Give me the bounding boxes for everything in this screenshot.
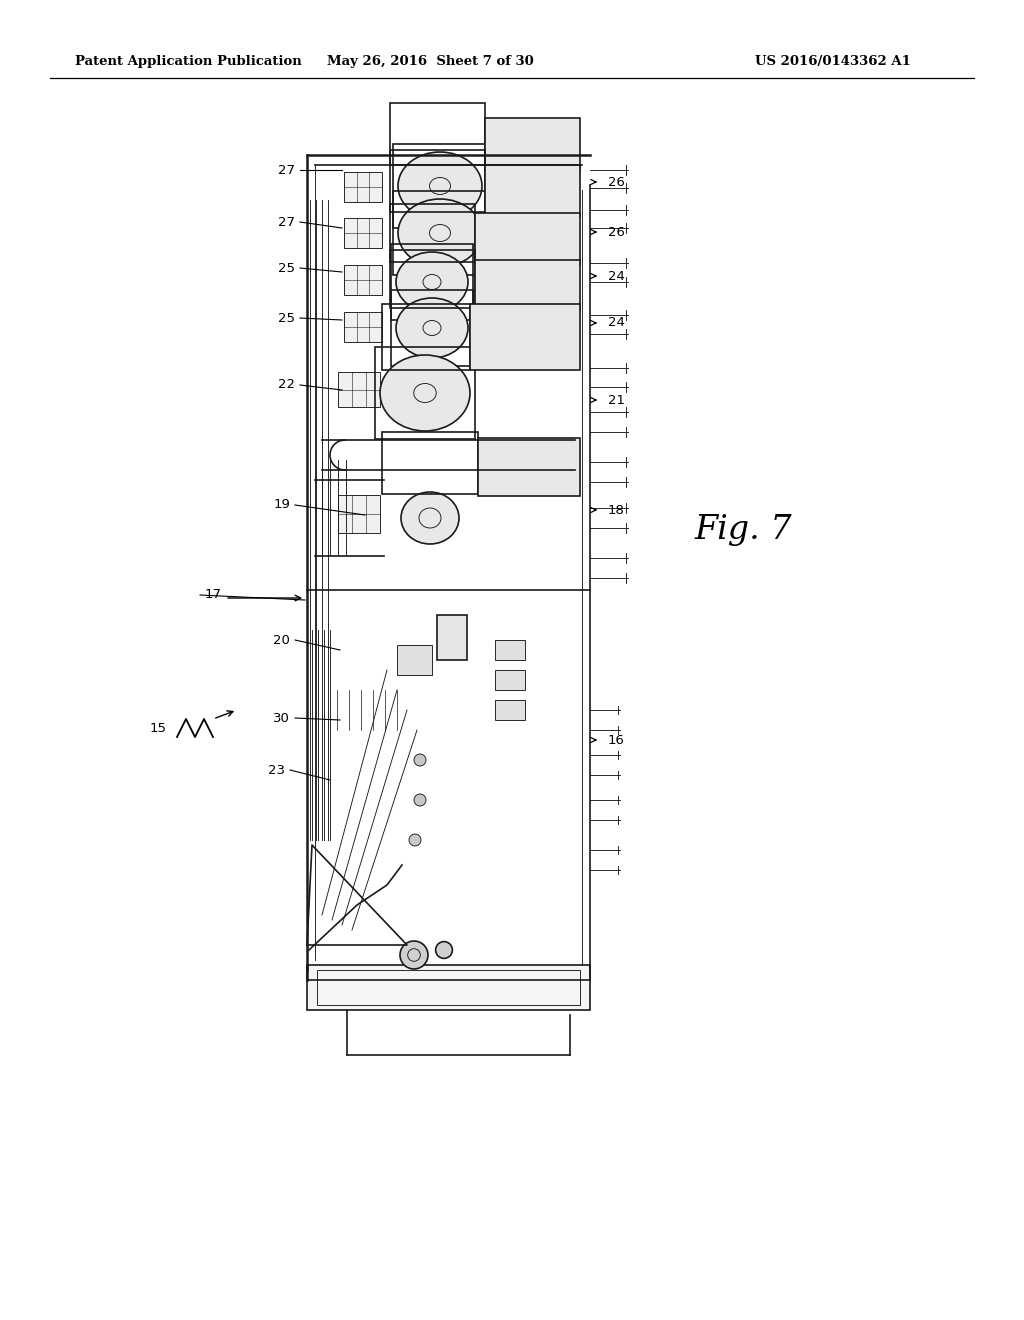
Bar [390,150,485,213]
Bar [437,615,467,660]
Bar [393,144,487,228]
Text: 18: 18 [608,503,625,516]
Ellipse shape [380,355,470,432]
Text: 27: 27 [278,164,295,177]
Bar [495,671,525,690]
Circle shape [409,834,421,846]
Bar [317,970,580,1005]
Bar [344,172,382,202]
Circle shape [400,941,428,969]
Text: 22: 22 [278,379,295,392]
Text: 24: 24 [608,317,625,330]
Bar [495,640,525,660]
Bar [470,304,580,370]
Text: Fig. 7: Fig. 7 [695,513,793,546]
Bar [390,103,485,165]
Text: 27: 27 [278,215,295,228]
Bar [344,265,382,294]
Text: 16: 16 [608,734,625,747]
Ellipse shape [398,199,482,267]
Bar [344,312,382,342]
Ellipse shape [398,152,482,220]
Text: 25: 25 [278,312,295,325]
Bar [478,438,580,496]
Ellipse shape [396,252,468,312]
Bar [397,645,432,675]
Bar [475,260,580,312]
Text: Patent Application Publication: Patent Application Publication [75,55,302,69]
Text: 30: 30 [273,711,290,725]
Text: 20: 20 [273,634,290,647]
Bar [382,304,470,370]
Text: 23: 23 [268,763,285,776]
Text: May 26, 2016  Sheet 7 of 30: May 26, 2016 Sheet 7 of 30 [327,55,534,69]
Text: 15: 15 [150,722,167,734]
Bar [391,290,473,366]
Circle shape [414,795,426,807]
Bar [390,205,475,261]
Bar [344,218,382,248]
Text: 21: 21 [608,393,625,407]
Text: 25: 25 [278,261,295,275]
Ellipse shape [396,298,468,358]
Bar [338,372,380,407]
Bar [495,700,525,719]
Circle shape [435,941,453,958]
Text: 26: 26 [608,226,625,239]
Bar [307,965,590,1010]
Text: 19: 19 [273,499,290,511]
Bar [485,117,580,170]
Bar [393,191,487,275]
Bar [375,347,475,440]
Bar [338,495,380,533]
Circle shape [414,754,426,766]
Bar [382,432,478,494]
Ellipse shape [401,492,459,544]
Bar [485,165,580,216]
Text: 17: 17 [205,589,222,602]
Text: US 2016/0143362 A1: US 2016/0143362 A1 [755,55,911,69]
Bar [390,249,475,308]
Text: 24: 24 [608,269,625,282]
Bar [391,244,473,319]
Bar [475,213,580,265]
Text: 26: 26 [608,176,625,189]
